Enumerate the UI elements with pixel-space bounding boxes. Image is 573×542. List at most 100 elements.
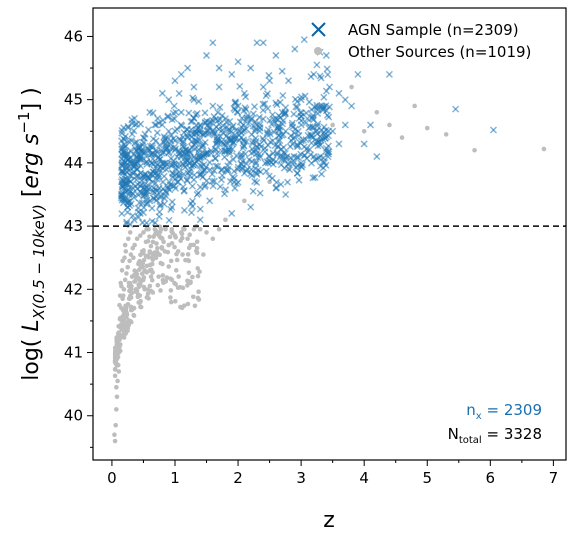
other-source-point [119, 268, 125, 273]
agn-point [242, 93, 250, 101]
other-source-point [168, 288, 174, 293]
agn-point [180, 128, 188, 137]
agn-point [203, 149, 212, 158]
agn-point [134, 213, 143, 221]
other-source-point [144, 263, 150, 269]
agn-point [187, 209, 196, 217]
agn-point [155, 119, 163, 127]
agn-point [314, 138, 322, 146]
other-source-point [172, 244, 177, 250]
other-source-point [155, 251, 160, 257]
agn-point [272, 51, 280, 59]
other-source-point [122, 242, 128, 248]
agn-point [131, 121, 139, 129]
x-tick-label: 4 [359, 469, 369, 487]
y-axis-label: log( LX(0.5 − 10keV) [erg s−1] ) [15, 87, 48, 380]
agn-point [228, 70, 236, 78]
agn-point [385, 70, 393, 78]
other-source-point [145, 238, 151, 244]
other-source-point [185, 301, 191, 307]
other-source-point [117, 316, 123, 321]
other-source-point [145, 291, 151, 297]
agn-point [320, 93, 328, 101]
agn-point [252, 134, 260, 142]
agn-point [216, 183, 224, 191]
agn-point [190, 130, 198, 138]
agn-point [250, 148, 258, 156]
agn-point [145, 146, 154, 154]
other-source-point [141, 230, 146, 235]
agn-point [175, 171, 183, 179]
agn-point [129, 212, 137, 220]
agn-point [188, 182, 196, 190]
agn-point [301, 92, 309, 100]
agn-point [232, 99, 240, 107]
agn-point [274, 116, 282, 124]
other-source-point [121, 287, 127, 292]
other-source-point [165, 249, 171, 255]
agn-point [238, 164, 246, 172]
agn-point [259, 106, 267, 114]
agn-point [145, 185, 153, 193]
agn-point [245, 156, 253, 164]
other-source-point [115, 338, 121, 343]
other-source-point [142, 286, 147, 292]
agn-point [133, 185, 141, 193]
agn-point [320, 131, 328, 139]
x-tick-label: 6 [486, 469, 496, 487]
agn-point [284, 178, 292, 186]
agn-point [180, 206, 188, 214]
agn-point [167, 205, 175, 213]
other-source-point [168, 276, 173, 282]
other-source-point [121, 318, 127, 324]
agn-point [134, 208, 143, 216]
other-source-point [160, 273, 166, 278]
agn-point [274, 142, 282, 150]
agn-point [214, 108, 222, 116]
agn-point [307, 139, 316, 147]
agn-point [226, 144, 234, 153]
agn-point [266, 116, 274, 124]
agn-point [153, 161, 161, 169]
agn-point [123, 218, 131, 226]
agn-point [168, 198, 176, 206]
agn-point [294, 127, 302, 135]
agn-point [165, 178, 173, 186]
agn-point [220, 190, 229, 198]
agn-point [366, 121, 375, 129]
agn-point [212, 146, 220, 154]
agn-point [324, 71, 332, 79]
agn-point [154, 114, 162, 122]
other-source-point [190, 294, 196, 300]
y-label-prefix: log( [19, 332, 44, 381]
agn-point [177, 70, 185, 78]
agn-point [117, 137, 126, 145]
agn-point [313, 104, 321, 112]
agn-point [242, 167, 250, 175]
y-tick-label: 46 [64, 27, 83, 45]
other-source-point [116, 323, 121, 329]
agn-point [175, 89, 183, 97]
other-source-point [138, 298, 143, 304]
other-source-point [168, 258, 174, 264]
agn-point [325, 103, 333, 111]
x-axis-label: z [323, 508, 335, 533]
agn-point [125, 137, 133, 145]
other-source-point [197, 226, 203, 232]
agn-point [148, 204, 156, 212]
agn-point [184, 64, 192, 72]
other-source-point [144, 295, 150, 300]
agn-point [284, 77, 293, 85]
other-source-point [127, 288, 132, 294]
agn-point [231, 98, 240, 106]
agn-point [293, 97, 301, 106]
other-source-point [166, 264, 172, 269]
agn-point [172, 108, 180, 116]
other-source-point [121, 335, 127, 340]
agn-point [137, 146, 145, 154]
agn-point [259, 83, 267, 91]
agn-point [307, 151, 315, 159]
agn-point [156, 208, 164, 216]
agn-point [293, 143, 301, 151]
agn-point [170, 143, 178, 151]
